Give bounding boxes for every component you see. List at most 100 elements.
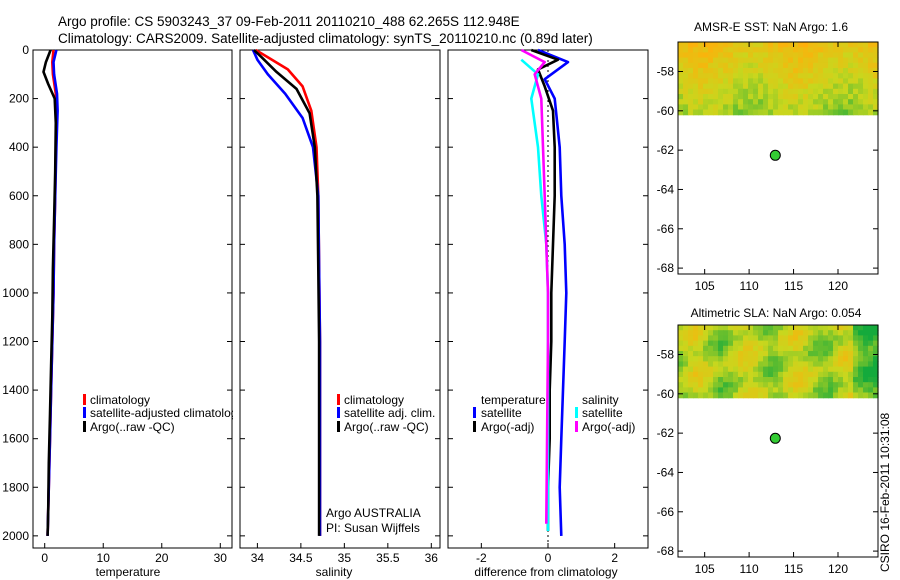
sst-map-cell <box>703 68 709 74</box>
sla-map-cell <box>748 366 754 373</box>
sla-map-cell <box>678 335 684 342</box>
sla-map-cell <box>693 351 699 357</box>
sst-map-cell <box>863 109 869 116</box>
sla-map-cell <box>813 340 819 347</box>
sst-map-cell <box>818 62 824 69</box>
sla-map-cell <box>803 366 809 373</box>
sla-map-cell <box>703 387 709 394</box>
sst-map-cell <box>808 47 814 53</box>
sst-map-cell <box>818 88 824 95</box>
temperature-ytick-label: 600 <box>9 189 29 203</box>
sst-map-cell <box>853 47 859 53</box>
sst-map-cell <box>823 73 829 79</box>
diff-legend-temp-satellite: satellite <box>481 406 522 420</box>
sla-map-cell <box>678 377 684 383</box>
sla-map-cell <box>808 330 814 336</box>
sla-map-border <box>677 324 879 558</box>
sst-map-cell <box>748 83 754 90</box>
sla-map-cell <box>723 392 729 399</box>
sla-map-cell <box>723 325 729 331</box>
sst-map-cell <box>838 47 844 53</box>
sst-map-cell <box>803 78 809 85</box>
sla-map-cell <box>758 377 764 383</box>
sla-map-cell <box>708 377 714 383</box>
sst-map-cell <box>833 57 839 64</box>
sst-map-cell <box>698 52 704 59</box>
sla-map-cell <box>748 392 754 399</box>
sla-map-cell <box>858 392 864 399</box>
sst-map-cell <box>698 104 704 111</box>
sla-map-cell <box>768 387 774 394</box>
sla-map-cell <box>733 335 739 342</box>
sst-map-cell <box>833 99 839 105</box>
sst-map-cell <box>873 88 879 95</box>
sst-map-cell <box>703 57 709 64</box>
sla-map-cell <box>768 356 774 362</box>
sst-map-cell <box>813 104 819 111</box>
sst-map-cell <box>728 94 734 100</box>
sal-legend-satellite: satellite adj. clim. <box>344 406 435 420</box>
sst-map-cell <box>728 99 734 105</box>
sla-map-cell <box>833 382 839 388</box>
sla-map-cell <box>818 366 824 373</box>
sst-map-cell <box>753 88 759 95</box>
sla-map-cell <box>798 345 804 352</box>
sst-map-cell <box>698 109 704 116</box>
sla-map-cell <box>793 335 799 342</box>
sla-map-cell <box>738 351 744 357</box>
sst-map-cell <box>843 109 849 116</box>
sla-map-cell <box>748 356 754 362</box>
sla-map-cell <box>773 371 779 378</box>
sla-map-cell <box>693 371 699 378</box>
sla-map-cell <box>698 351 704 357</box>
sst-map-cell <box>693 104 699 111</box>
sla-map-cell <box>758 371 764 378</box>
sla-map-cell <box>703 377 709 383</box>
sla-map-cell <box>733 356 739 362</box>
sla-map-cell <box>873 361 879 368</box>
sla-map-cell <box>773 351 779 357</box>
sst-map-cell <box>793 47 799 53</box>
sla-map-cell <box>818 371 824 378</box>
sla-map-cell <box>793 371 799 378</box>
sst-map-cell <box>803 94 809 100</box>
sla-map-cell <box>803 377 809 383</box>
sst-map-cell <box>733 62 739 69</box>
temperature-ytick-label: 2000 <box>2 529 29 543</box>
diff-legend-swatch-sal-satellite <box>575 407 578 418</box>
sst-map-cell <box>828 104 834 111</box>
sst-map-cell <box>838 78 844 85</box>
sla-map-cell <box>678 392 684 399</box>
sla-map-cell <box>828 371 834 378</box>
sst-map-cell <box>873 42 879 48</box>
sst-map-cell <box>743 78 749 85</box>
sla-map-cell <box>748 387 754 394</box>
sla-map-cell <box>753 382 759 388</box>
sla-map-cell <box>733 325 739 331</box>
sla-map-cell <box>848 330 854 336</box>
sst-map-cell <box>773 52 779 59</box>
sst-map-ticks: 105 110 115 120 -58 -60 -62 -64 -66 -68 <box>657 42 878 293</box>
sla-map-cell <box>793 382 799 388</box>
sla-map-cell <box>773 361 779 368</box>
sst-map-cell <box>718 94 724 100</box>
sla-map-cell <box>773 377 779 383</box>
sla-map-cell <box>728 366 734 373</box>
sst-map-cell <box>848 68 854 74</box>
sst-map-cell <box>748 52 754 59</box>
sst-map-cell <box>743 73 749 79</box>
diff-legend-salinity: salinity <box>582 393 619 407</box>
sst-map-cell <box>703 104 709 111</box>
sla-map-cell <box>728 351 734 357</box>
sst-map-cell <box>833 47 839 53</box>
sst-map-cell <box>873 52 879 59</box>
sla-map-cell <box>828 325 834 331</box>
sst-map-cell <box>873 94 879 100</box>
temp-legend-argo: Argo(..raw -QC) <box>90 420 175 434</box>
sst-map-cell <box>703 47 709 53</box>
sst-map-cell <box>763 57 769 64</box>
sla-map-cell <box>708 345 714 352</box>
salinity-legend: climatology satellite adj. clim. Argo(..… <box>337 393 435 434</box>
sst-map-ytick-label: -62 <box>657 143 675 157</box>
sla-map-ytick-label: -60 <box>657 387 675 401</box>
